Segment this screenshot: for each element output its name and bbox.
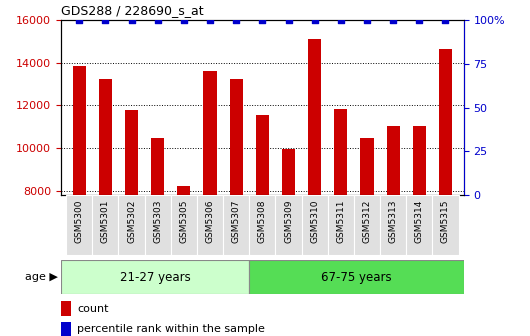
Bar [439, 49, 452, 195]
Bar [249, 260, 464, 294]
Bar [197, 195, 223, 255]
Point [389, 17, 398, 23]
Bar [360, 138, 374, 195]
Bar [282, 149, 295, 195]
Text: GSM5311: GSM5311 [337, 200, 346, 243]
Text: GSM5314: GSM5314 [415, 200, 424, 243]
Text: GSM5300: GSM5300 [75, 200, 84, 243]
Point [75, 17, 84, 23]
Text: GSM5306: GSM5306 [206, 200, 215, 243]
Bar [61, 322, 71, 336]
Bar [61, 260, 249, 294]
Point [206, 17, 214, 23]
Text: GSM5313: GSM5313 [388, 200, 398, 243]
Bar [302, 195, 328, 255]
Bar [276, 195, 302, 255]
Point [363, 17, 371, 23]
Bar [66, 195, 92, 255]
Text: GSM5309: GSM5309 [284, 200, 293, 243]
Text: GSM5301: GSM5301 [101, 200, 110, 243]
Text: GSM5302: GSM5302 [127, 200, 136, 243]
Bar [151, 138, 164, 195]
Bar [380, 195, 406, 255]
Bar [145, 195, 171, 255]
Point [154, 17, 162, 23]
Point [258, 17, 267, 23]
Bar [386, 126, 400, 195]
Text: count: count [77, 304, 109, 313]
Text: GSM5305: GSM5305 [179, 200, 188, 243]
Bar [256, 115, 269, 195]
Bar [73, 66, 86, 195]
Bar [61, 301, 71, 316]
Text: GSM5315: GSM5315 [441, 200, 450, 243]
Point [232, 17, 241, 23]
Bar [99, 79, 112, 195]
Point [101, 17, 110, 23]
Text: GSM5307: GSM5307 [232, 200, 241, 243]
Text: 67-75 years: 67-75 years [321, 271, 392, 284]
Bar [406, 195, 432, 255]
Point [441, 17, 449, 23]
Text: age ▶: age ▶ [25, 272, 58, 282]
Text: GSM5312: GSM5312 [363, 200, 372, 243]
Bar [328, 195, 354, 255]
Bar [334, 109, 347, 195]
Bar [223, 195, 249, 255]
Bar [354, 195, 380, 255]
Bar [432, 195, 458, 255]
Bar [171, 195, 197, 255]
Text: GSM5310: GSM5310 [310, 200, 319, 243]
Bar [308, 39, 321, 195]
Text: GSM5303: GSM5303 [153, 200, 162, 243]
Text: GSM5308: GSM5308 [258, 200, 267, 243]
Point [284, 17, 293, 23]
Bar [229, 79, 243, 195]
Bar [413, 126, 426, 195]
Point [180, 17, 188, 23]
Bar [119, 195, 145, 255]
Bar [249, 195, 276, 255]
Text: GDS288 / 228690_s_at: GDS288 / 228690_s_at [61, 4, 204, 17]
Point [415, 17, 423, 23]
Bar [125, 110, 138, 195]
Bar [92, 195, 119, 255]
Bar [204, 71, 217, 195]
Point [127, 17, 136, 23]
Point [337, 17, 345, 23]
Point [311, 17, 319, 23]
Text: percentile rank within the sample: percentile rank within the sample [77, 324, 265, 334]
Text: 21-27 years: 21-27 years [120, 271, 190, 284]
Bar [178, 186, 190, 195]
